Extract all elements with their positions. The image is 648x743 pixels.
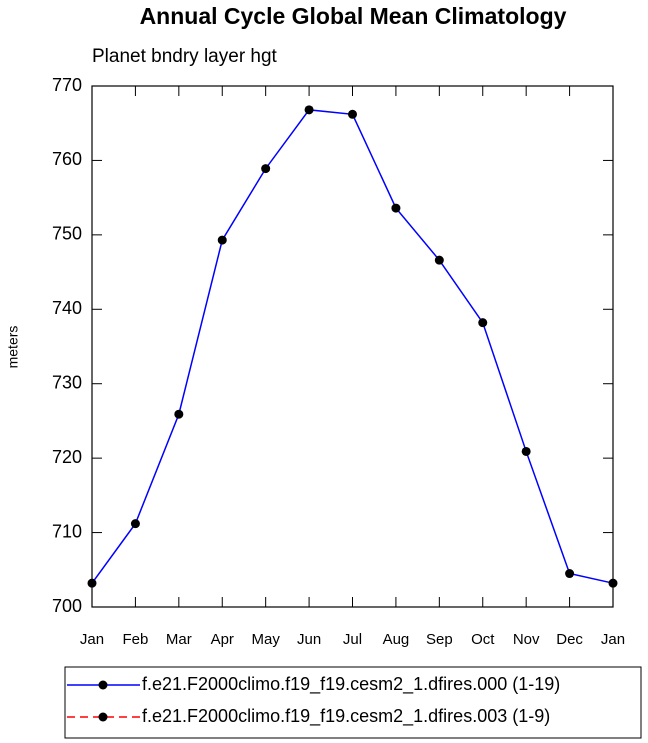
- legend-box: [64, 666, 642, 739]
- data-point: [130, 519, 140, 529]
- x-tick-label: May: [251, 631, 280, 648]
- y-tick-label: 750: [52, 224, 82, 244]
- y-tick-label: 760: [52, 149, 82, 169]
- data-point: [478, 318, 488, 328]
- y-tick-label: 700: [52, 596, 82, 616]
- legend-marker: [98, 680, 108, 690]
- x-tick-label: Jun: [297, 631, 321, 648]
- data-point: [217, 235, 227, 245]
- x-tick-label: Dec: [556, 631, 583, 648]
- data-point: [565, 569, 575, 579]
- data-point: [174, 409, 184, 419]
- data-point: [87, 578, 97, 588]
- legend-marker: [98, 712, 108, 722]
- x-tick-label: Mar: [166, 631, 192, 648]
- x-tick-label: Aug: [383, 631, 410, 648]
- chart-subtitle: Planet bndry layer hgt: [92, 46, 278, 67]
- y-tick-label: 770: [52, 75, 82, 95]
- y-tick-label: 720: [52, 447, 82, 467]
- data-point: [521, 446, 531, 456]
- legend-label: f.e21.F2000climo.f19_f19.cesm2_1.dfires.…: [142, 706, 550, 727]
- series-line: [91, 109, 614, 584]
- data-point: [608, 578, 618, 588]
- x-tick-label: Oct: [471, 631, 495, 648]
- x-tick-label: Jan: [80, 631, 104, 648]
- legend-label: f.e21.F2000climo.f19_f19.cesm2_1.dfires.…: [142, 674, 560, 695]
- data-point: [261, 164, 271, 174]
- data-point: [391, 203, 401, 213]
- data-point: [434, 255, 444, 265]
- x-tick-label: Sep: [426, 631, 453, 648]
- data-point: [304, 105, 314, 115]
- data-point: [348, 109, 357, 119]
- x-tick-label: Feb: [122, 631, 148, 648]
- x-tick-label: Apr: [211, 631, 234, 648]
- plot-frame: [91, 85, 614, 608]
- x-tick-label: Jan: [601, 631, 625, 648]
- y-axis-label: meters: [5, 326, 21, 369]
- chart-title: Annual Cycle Global Mean Climatology: [140, 3, 567, 29]
- y-tick-label: 710: [52, 521, 82, 541]
- x-tick-label: Jul: [343, 631, 362, 648]
- y-tick-label: 730: [52, 372, 82, 392]
- y-tick-label: 740: [52, 298, 82, 318]
- x-tick-label: Nov: [513, 631, 540, 648]
